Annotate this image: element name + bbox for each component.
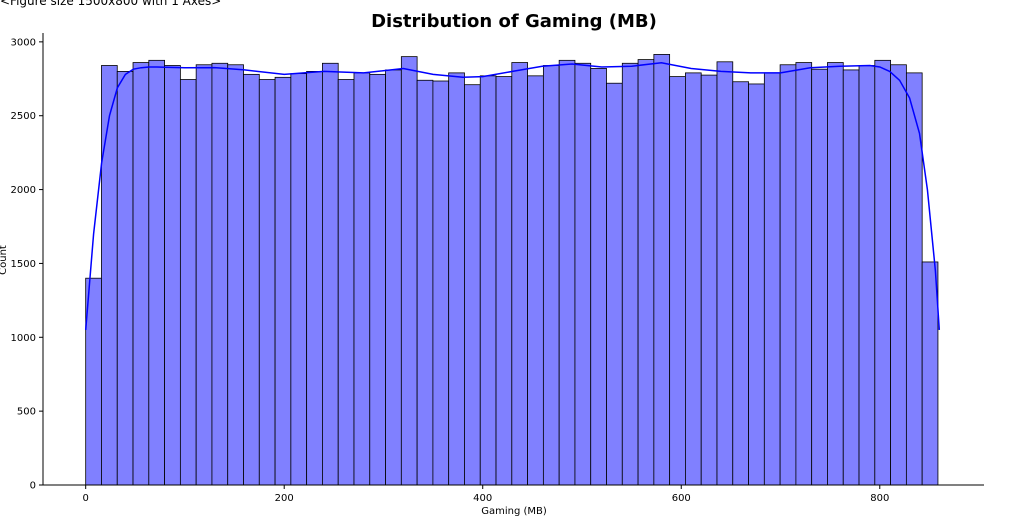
histogram-bar bbox=[653, 54, 671, 486]
y-axis-title: Count bbox=[0, 245, 9, 275]
y-tick-label: 1500 bbox=[11, 259, 36, 270]
chart-title: Distribution of Gaming (MB) bbox=[371, 11, 657, 32]
x-tick-label: 0 bbox=[82, 493, 88, 504]
histogram-bar bbox=[369, 73, 386, 486]
histogram-bar bbox=[763, 72, 781, 486]
histogram-bar bbox=[353, 72, 371, 486]
histogram-bar bbox=[637, 59, 655, 486]
x-tick-label: 600 bbox=[672, 493, 691, 504]
histogram-bar bbox=[337, 79, 355, 486]
y-tick-label: 500 bbox=[17, 407, 36, 418]
histogram-bar bbox=[748, 83, 765, 486]
histogram-bar bbox=[842, 69, 860, 486]
x-axis-title: Gaming (MB) bbox=[481, 506, 547, 517]
histogram-bar bbox=[148, 59, 165, 486]
histogram-bar bbox=[479, 75, 497, 486]
histogram-bar bbox=[827, 62, 844, 486]
y-tick-label: 3000 bbox=[11, 37, 36, 48]
histogram-bar bbox=[495, 76, 513, 486]
histogram-bar bbox=[322, 62, 339, 486]
histogram-bar bbox=[306, 71, 323, 486]
histogram-bar bbox=[132, 62, 150, 486]
histogram-bar bbox=[700, 74, 718, 486]
histogram-bar bbox=[195, 64, 213, 486]
x-tick-label: 400 bbox=[473, 493, 492, 504]
histogram-bar bbox=[874, 59, 891, 486]
histogram-bar bbox=[448, 72, 465, 486]
histogram-bar bbox=[890, 64, 907, 486]
histogram-bar bbox=[432, 80, 450, 486]
histogram-bar bbox=[669, 76, 686, 486]
histogram-bar bbox=[779, 64, 797, 486]
histogram-bar bbox=[243, 73, 260, 486]
histogram-bar bbox=[116, 71, 134, 486]
y-axis-ticks: 0 500 1000 1500 2000 2500 3000 bbox=[11, 37, 43, 492]
histogram-bar bbox=[101, 65, 118, 486]
kde-curve bbox=[84, 62, 941, 330]
histogram-bar bbox=[416, 79, 434, 486]
histogram-bar bbox=[732, 81, 749, 486]
histogram-bar bbox=[290, 73, 308, 486]
histogram-bar bbox=[590, 68, 607, 486]
x-tick-label: 200 bbox=[275, 493, 294, 504]
y-tick-label: 0 bbox=[30, 481, 36, 492]
histogram-bar bbox=[921, 261, 939, 486]
histogram-bar bbox=[511, 62, 528, 486]
histogram-bar bbox=[858, 65, 876, 486]
histogram-bar bbox=[685, 72, 702, 486]
axes bbox=[42, 33, 984, 486]
y-tick-label: 2000 bbox=[11, 185, 36, 196]
y-tick-label: 1000 bbox=[11, 333, 36, 344]
histogram-bar bbox=[716, 61, 734, 486]
x-axis-ticks: 0 200 400 600 800 bbox=[82, 485, 889, 504]
histogram-bar bbox=[258, 79, 276, 486]
x-tick-label: 800 bbox=[870, 493, 889, 504]
histogram-bar bbox=[527, 75, 544, 486]
y-tick-label: 2500 bbox=[11, 111, 36, 122]
figure-size-label: <Figure size 1500x800 with 1 Axes> bbox=[0, 0, 222, 8]
histogram-bar bbox=[811, 68, 828, 486]
histogram-bar bbox=[385, 69, 402, 486]
histogram-bar bbox=[211, 62, 229, 486]
histogram-bar bbox=[542, 65, 560, 486]
histogram-bar bbox=[606, 82, 623, 486]
histogram-bar bbox=[164, 65, 181, 486]
histogram-bar bbox=[274, 76, 292, 486]
histogram-bar bbox=[400, 56, 418, 486]
histogram-bar bbox=[795, 62, 813, 486]
histogram-bar bbox=[464, 84, 481, 486]
histogram-bar bbox=[179, 79, 197, 486]
histogram-bar bbox=[574, 62, 592, 486]
histogram-bar bbox=[558, 59, 576, 486]
histogram-bars bbox=[85, 54, 939, 486]
histogram-bar bbox=[621, 62, 639, 486]
histogram-bar bbox=[227, 64, 244, 486]
